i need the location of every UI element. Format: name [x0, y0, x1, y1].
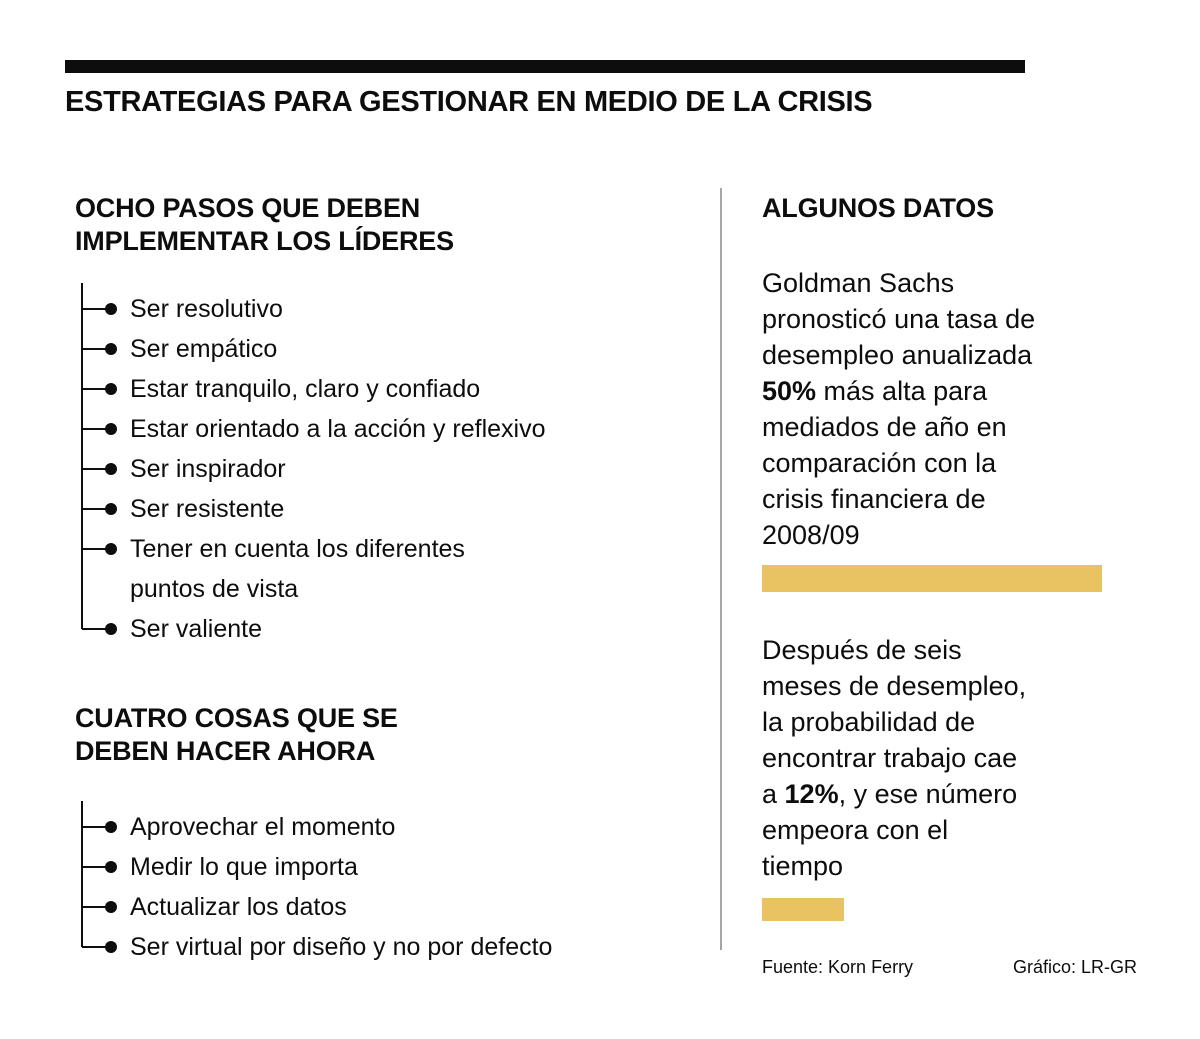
- column-divider: [720, 188, 722, 950]
- branch-connector: [82, 946, 107, 948]
- stat-text-before: Goldman Sachs pronosticó una tasa de des…: [762, 268, 1036, 370]
- list-item-text: Ser inspirador: [130, 455, 286, 483]
- steps-section-heading: OCHO PASOS QUE DEBEN IMPLEMENTAR LOS LÍD…: [75, 193, 454, 256]
- list-item-text: Ser virtual por diseño y no por defecto: [130, 933, 553, 961]
- data-section-heading: ALGUNOS DATOS: [762, 193, 994, 223]
- value-bar-12pct: [762, 898, 844, 921]
- bullet-dot-icon: [105, 423, 117, 435]
- bullet-dot-icon: [105, 901, 117, 913]
- list-item: Ser resistente: [75, 489, 700, 529]
- tree-spine: [81, 283, 83, 629]
- list-item: Estar orientado a la acción y reflexivo: [75, 409, 700, 449]
- list-item: Aprovechar el momento: [75, 807, 700, 847]
- list-item: Estar tranquilo, claro y confiado: [75, 369, 700, 409]
- list-item-text: Aprovechar el momento: [130, 813, 396, 841]
- bullet-dot-icon: [105, 861, 117, 873]
- bullet-dot-icon: [105, 463, 117, 475]
- list-item: Ser inspirador: [75, 449, 700, 489]
- branch-connector: [82, 348, 107, 350]
- bullet-dot-icon: [105, 303, 117, 315]
- list-item-text: Ser empático: [130, 335, 278, 363]
- left-column: OCHO PASOS QUE DEBEN IMPLEMENTAR LOS LÍD…: [75, 192, 700, 967]
- branch-connector: [82, 628, 107, 630]
- footer-credits: Fuente: Korn Ferry Gráfico: LR-GR: [762, 957, 1137, 978]
- source-label: Fuente: Korn Ferry: [762, 957, 914, 977]
- list-item: Ser virtual por diseño y no por defecto: [75, 927, 700, 967]
- branch-connector: [82, 508, 107, 510]
- list-item: Ser valiente: [75, 609, 700, 649]
- stat-text-after: más alta para mediados de año en compara…: [762, 376, 1007, 550]
- list-item-text: Medir lo que importa: [130, 853, 358, 881]
- right-column: ALGUNOS DATOS Goldman Sachs pronosticó u…: [762, 192, 1137, 978]
- bullet-dot-icon: [105, 543, 117, 555]
- value-bar-50pct: [762, 565, 1102, 592]
- list-item-text: Ser valiente: [130, 615, 263, 643]
- branch-connector: [82, 826, 107, 828]
- stat-paragraph-job-probability: Después de seis meses de desempleo, la p…: [762, 632, 1137, 884]
- steps-list: Ser resolutivo Ser empático Estar tranqu…: [75, 283, 700, 649]
- branch-connector: [82, 428, 107, 430]
- bullet-dot-icon: [105, 383, 117, 395]
- list-item: Tener en cuenta los diferentes puntos de…: [75, 529, 700, 609]
- bullet-dot-icon: [105, 343, 117, 355]
- tree-spine: [81, 801, 83, 947]
- list-item-text: Ser resistente: [130, 495, 285, 523]
- branch-connector: [82, 468, 107, 470]
- list-item: Ser resolutivo: [75, 289, 700, 329]
- bullet-dot-icon: [105, 941, 117, 953]
- list-item-text: Actualizar los datos: [130, 893, 347, 921]
- branch-connector: [82, 548, 107, 550]
- list-item: Ser empático: [75, 329, 700, 369]
- stat-text-after: , y ese número empeora con el tiempo: [762, 779, 1018, 881]
- list-item: Medir lo que importa: [75, 847, 700, 887]
- actions-section-heading: CUATRO COSAS QUE SE DEBEN HACER AHORA: [75, 703, 398, 766]
- branch-connector: [82, 906, 107, 908]
- branch-connector: [82, 388, 107, 390]
- list-item-text: Tener en cuenta los diferentes puntos de…: [130, 535, 465, 603]
- stat-highlight-value: 12%: [784, 779, 839, 809]
- list-item-text: Estar orientado a la acción y reflexivo: [130, 415, 546, 443]
- actions-list: Aprovechar el momento Medir lo que impor…: [75, 801, 700, 967]
- list-item-text: Estar tranquilo, claro y confiado: [130, 375, 481, 403]
- list-item-text: Ser resolutivo: [130, 295, 283, 323]
- branch-connector: [82, 308, 107, 310]
- top-rule-bar: [65, 60, 1025, 73]
- stat-paragraph-unemployment: Goldman Sachs pronosticó una tasa de des…: [762, 265, 1137, 553]
- bullet-dot-icon: [105, 821, 117, 833]
- credit-label: Gráfico: LR-GR: [1012, 957, 1137, 977]
- page-title: ESTRATEGIAS PARA GESTIONAR EN MEDIO DE L…: [65, 86, 873, 118]
- bullet-dot-icon: [105, 623, 117, 635]
- stat-highlight-value: 50%: [762, 376, 817, 406]
- list-item: Actualizar los datos: [75, 887, 700, 927]
- stat-text-before: Después de seis meses de desempleo, la p…: [762, 635, 1027, 809]
- branch-connector: [82, 866, 107, 868]
- bullet-dot-icon: [105, 503, 117, 515]
